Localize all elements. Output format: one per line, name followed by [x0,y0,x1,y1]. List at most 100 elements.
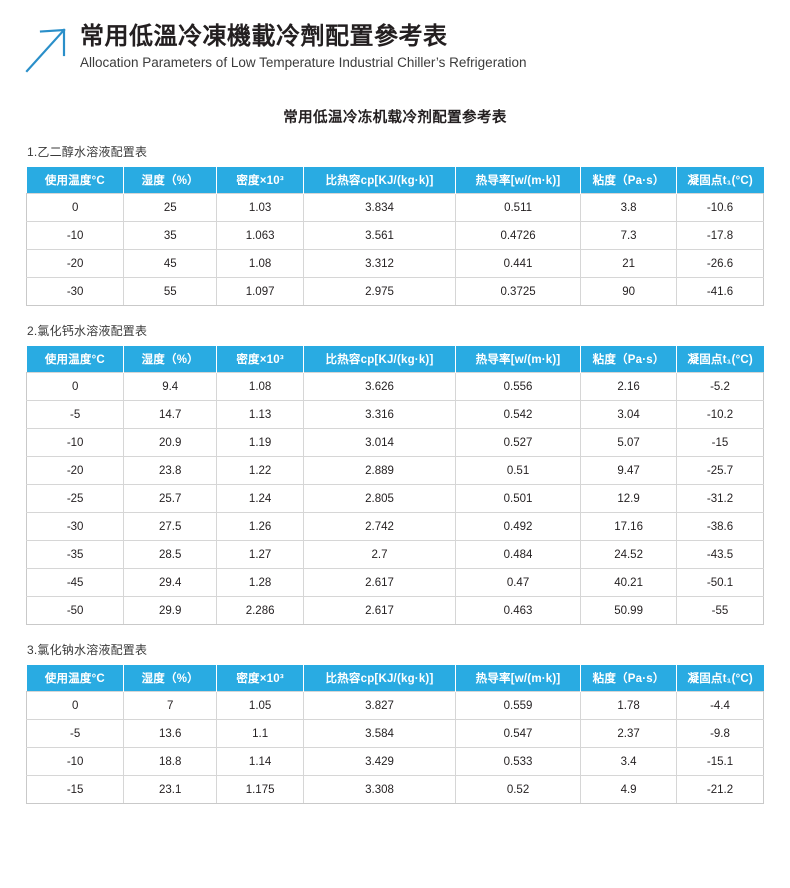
cell-specific-heat: 2.889 [303,456,456,485]
cell-freezing-point: -10.2 [675,400,765,429]
cell-thermal-conductivity: 0.559 [454,691,582,720]
table-body: 0 7 1.05 3.827 0.559 1.78 -4.4 -5 13.6 1… [25,691,765,804]
cell-freezing-point: -10.6 [675,193,765,222]
column-header-thermal-conductivity: 热导率[w/(m·k)] [455,346,582,373]
table-ethylene-glycol: 使用温度°C 湿度（%） 密度×10³ 比热容cp[KJ/(kg·k)] 热导率… [25,167,765,306]
cell-density: 2.286 [216,596,305,625]
cell-thermal-conductivity: 0.547 [454,719,582,748]
cell-specific-heat: 3.827 [303,691,456,720]
table-row: -10 35 1.063 3.561 0.4726 7.3 -17.8 [25,221,765,250]
column-header-specific-heat: 比热容cp[KJ/(kg·k)] [303,346,456,373]
table-header-row: 使用温度°C 湿度（%） 密度×10³ 比热容cp[KJ/(kg·k)] 热导率… [26,665,764,692]
cell-thermal-conductivity: 0.484 [454,540,582,569]
cell-freezing-point: -5.2 [675,372,765,401]
cell-density: 1.22 [216,456,305,485]
column-header-specific-heat: 比热容cp[KJ/(kg·k)] [303,167,456,194]
table-row: 0 25 1.03 3.834 0.511 3.8 -10.6 [25,193,765,222]
cell-thermal-conductivity: 0.441 [454,249,582,278]
cell-concentration: 14.7 [123,400,218,429]
table-row: -30 27.5 1.26 2.742 0.492 17.16 -38.6 [25,512,765,541]
cell-freezing-point: -15 [675,428,765,457]
cell-density: 1.08 [216,249,305,278]
cell-temperature: -5 [25,719,125,748]
cell-thermal-conductivity: 0.533 [454,747,582,776]
cell-density: 1.24 [216,484,305,513]
cell-concentration: 13.6 [123,719,218,748]
section-sodium-chloride: 3.氯化钠水溶液配置表 使用温度°C 湿度（%） 密度×10³ 比热容cp[KJ… [25,641,765,804]
cell-temperature: -45 [25,568,125,597]
cell-viscosity: 2.37 [580,719,677,748]
cell-concentration: 45 [123,249,218,278]
section-calcium-chloride: 2.氯化钙水溶液配置表 使用温度°C 湿度（%） 密度×10³ 比热容cp[KJ… [25,322,765,625]
cell-thermal-conductivity: 0.463 [454,596,582,625]
cell-density: 1.13 [216,400,305,429]
cell-thermal-conductivity: 0.542 [454,400,582,429]
cell-temperature: -10 [25,428,125,457]
cell-viscosity: 3.04 [580,400,677,429]
cell-temperature: 0 [25,193,125,222]
cell-viscosity: 9.47 [580,456,677,485]
cell-viscosity: 24.52 [580,540,677,569]
cell-viscosity: 7.3 [580,221,677,250]
cell-specific-heat: 3.626 [303,372,456,401]
cell-viscosity: 12.9 [580,484,677,513]
column-header-density: 密度×10³ [216,167,305,194]
cell-freezing-point: -55 [675,596,765,625]
column-header-viscosity: 粘度（Pa·s） [580,665,677,692]
cell-freezing-point: -21.2 [675,775,765,804]
column-header-density: 密度×10³ [216,346,305,373]
column-header-concentration: 湿度（%） [123,346,218,373]
cell-freezing-point: -38.6 [675,512,765,541]
cell-thermal-conductivity: 0.492 [454,512,582,541]
table-row: -30 55 1.097 2.975 0.3725 90 -41.6 [25,277,765,306]
column-header-freezing-point: 凝固点t₁(°C) [676,665,764,692]
table-row: -5 13.6 1.1 3.584 0.547 2.37 -9.8 [25,719,765,748]
cell-concentration: 18.8 [123,747,218,776]
section-caption: 3.氯化钠水溶液配置表 [27,643,148,657]
table-row: -10 20.9 1.19 3.014 0.527 5.07 -15 [25,428,765,457]
cell-density: 1.14 [216,747,305,776]
cell-freezing-point: -41.6 [675,277,765,306]
column-header-specific-heat: 比热容cp[KJ/(kg·k)] [303,665,456,692]
cell-concentration: 7 [123,691,218,720]
cell-concentration: 27.5 [123,512,218,541]
cell-temperature: -30 [25,277,125,306]
column-header-thermal-conductivity: 热导率[w/(m·k)] [455,167,582,194]
column-header-viscosity: 粘度（Pa·s） [580,167,677,194]
cell-viscosity: 3.4 [580,747,677,776]
cell-density: 1.1 [216,719,305,748]
table-row: -5 14.7 1.13 3.316 0.542 3.04 -10.2 [25,400,765,429]
section-caption: 2.氯化钙水溶液配置表 [27,324,148,338]
cell-specific-heat: 2.617 [303,596,456,625]
cell-concentration: 20.9 [123,428,218,457]
cell-specific-heat: 3.312 [303,249,456,278]
cell-viscosity: 90 [580,277,677,306]
cell-viscosity: 21 [580,249,677,278]
cell-specific-heat: 2.7 [303,540,456,569]
cell-thermal-conductivity: 0.527 [454,428,582,457]
cell-temperature: -20 [25,456,125,485]
page-subtitle: Allocation Parameters of Low Temperature… [80,55,527,70]
cell-thermal-conductivity: 0.47 [454,568,582,597]
cell-specific-heat: 3.014 [303,428,456,457]
column-header-thermal-conductivity: 热导率[w/(m·k)] [455,665,582,692]
cell-concentration: 23.1 [123,775,218,804]
cell-density: 1.08 [216,372,305,401]
column-header-viscosity: 粘度（Pa·s） [580,346,677,373]
cell-density: 1.05 [216,691,305,720]
column-header-density: 密度×10³ [216,665,305,692]
cell-viscosity: 3.8 [580,193,677,222]
cell-temperature: -25 [25,484,125,513]
cell-concentration: 29.4 [123,568,218,597]
arrow-up-right-icon [24,24,72,74]
cell-viscosity: 2.16 [580,372,677,401]
cell-thermal-conductivity: 0.52 [454,775,582,804]
table-row: 0 9.4 1.08 3.626 0.556 2.16 -5.2 [25,372,765,401]
cell-freezing-point: -17.8 [675,221,765,250]
cell-temperature: -15 [25,775,125,804]
table-row: -20 23.8 1.22 2.889 0.51 9.47 -25.7 [25,456,765,485]
column-header-temperature: 使用温度°C [26,665,125,692]
cell-specific-heat: 3.584 [303,719,456,748]
table-calcium-chloride: 使用温度°C 湿度（%） 密度×10³ 比热容cp[KJ/(kg·k)] 热导率… [25,346,765,625]
cell-temperature: -20 [25,249,125,278]
